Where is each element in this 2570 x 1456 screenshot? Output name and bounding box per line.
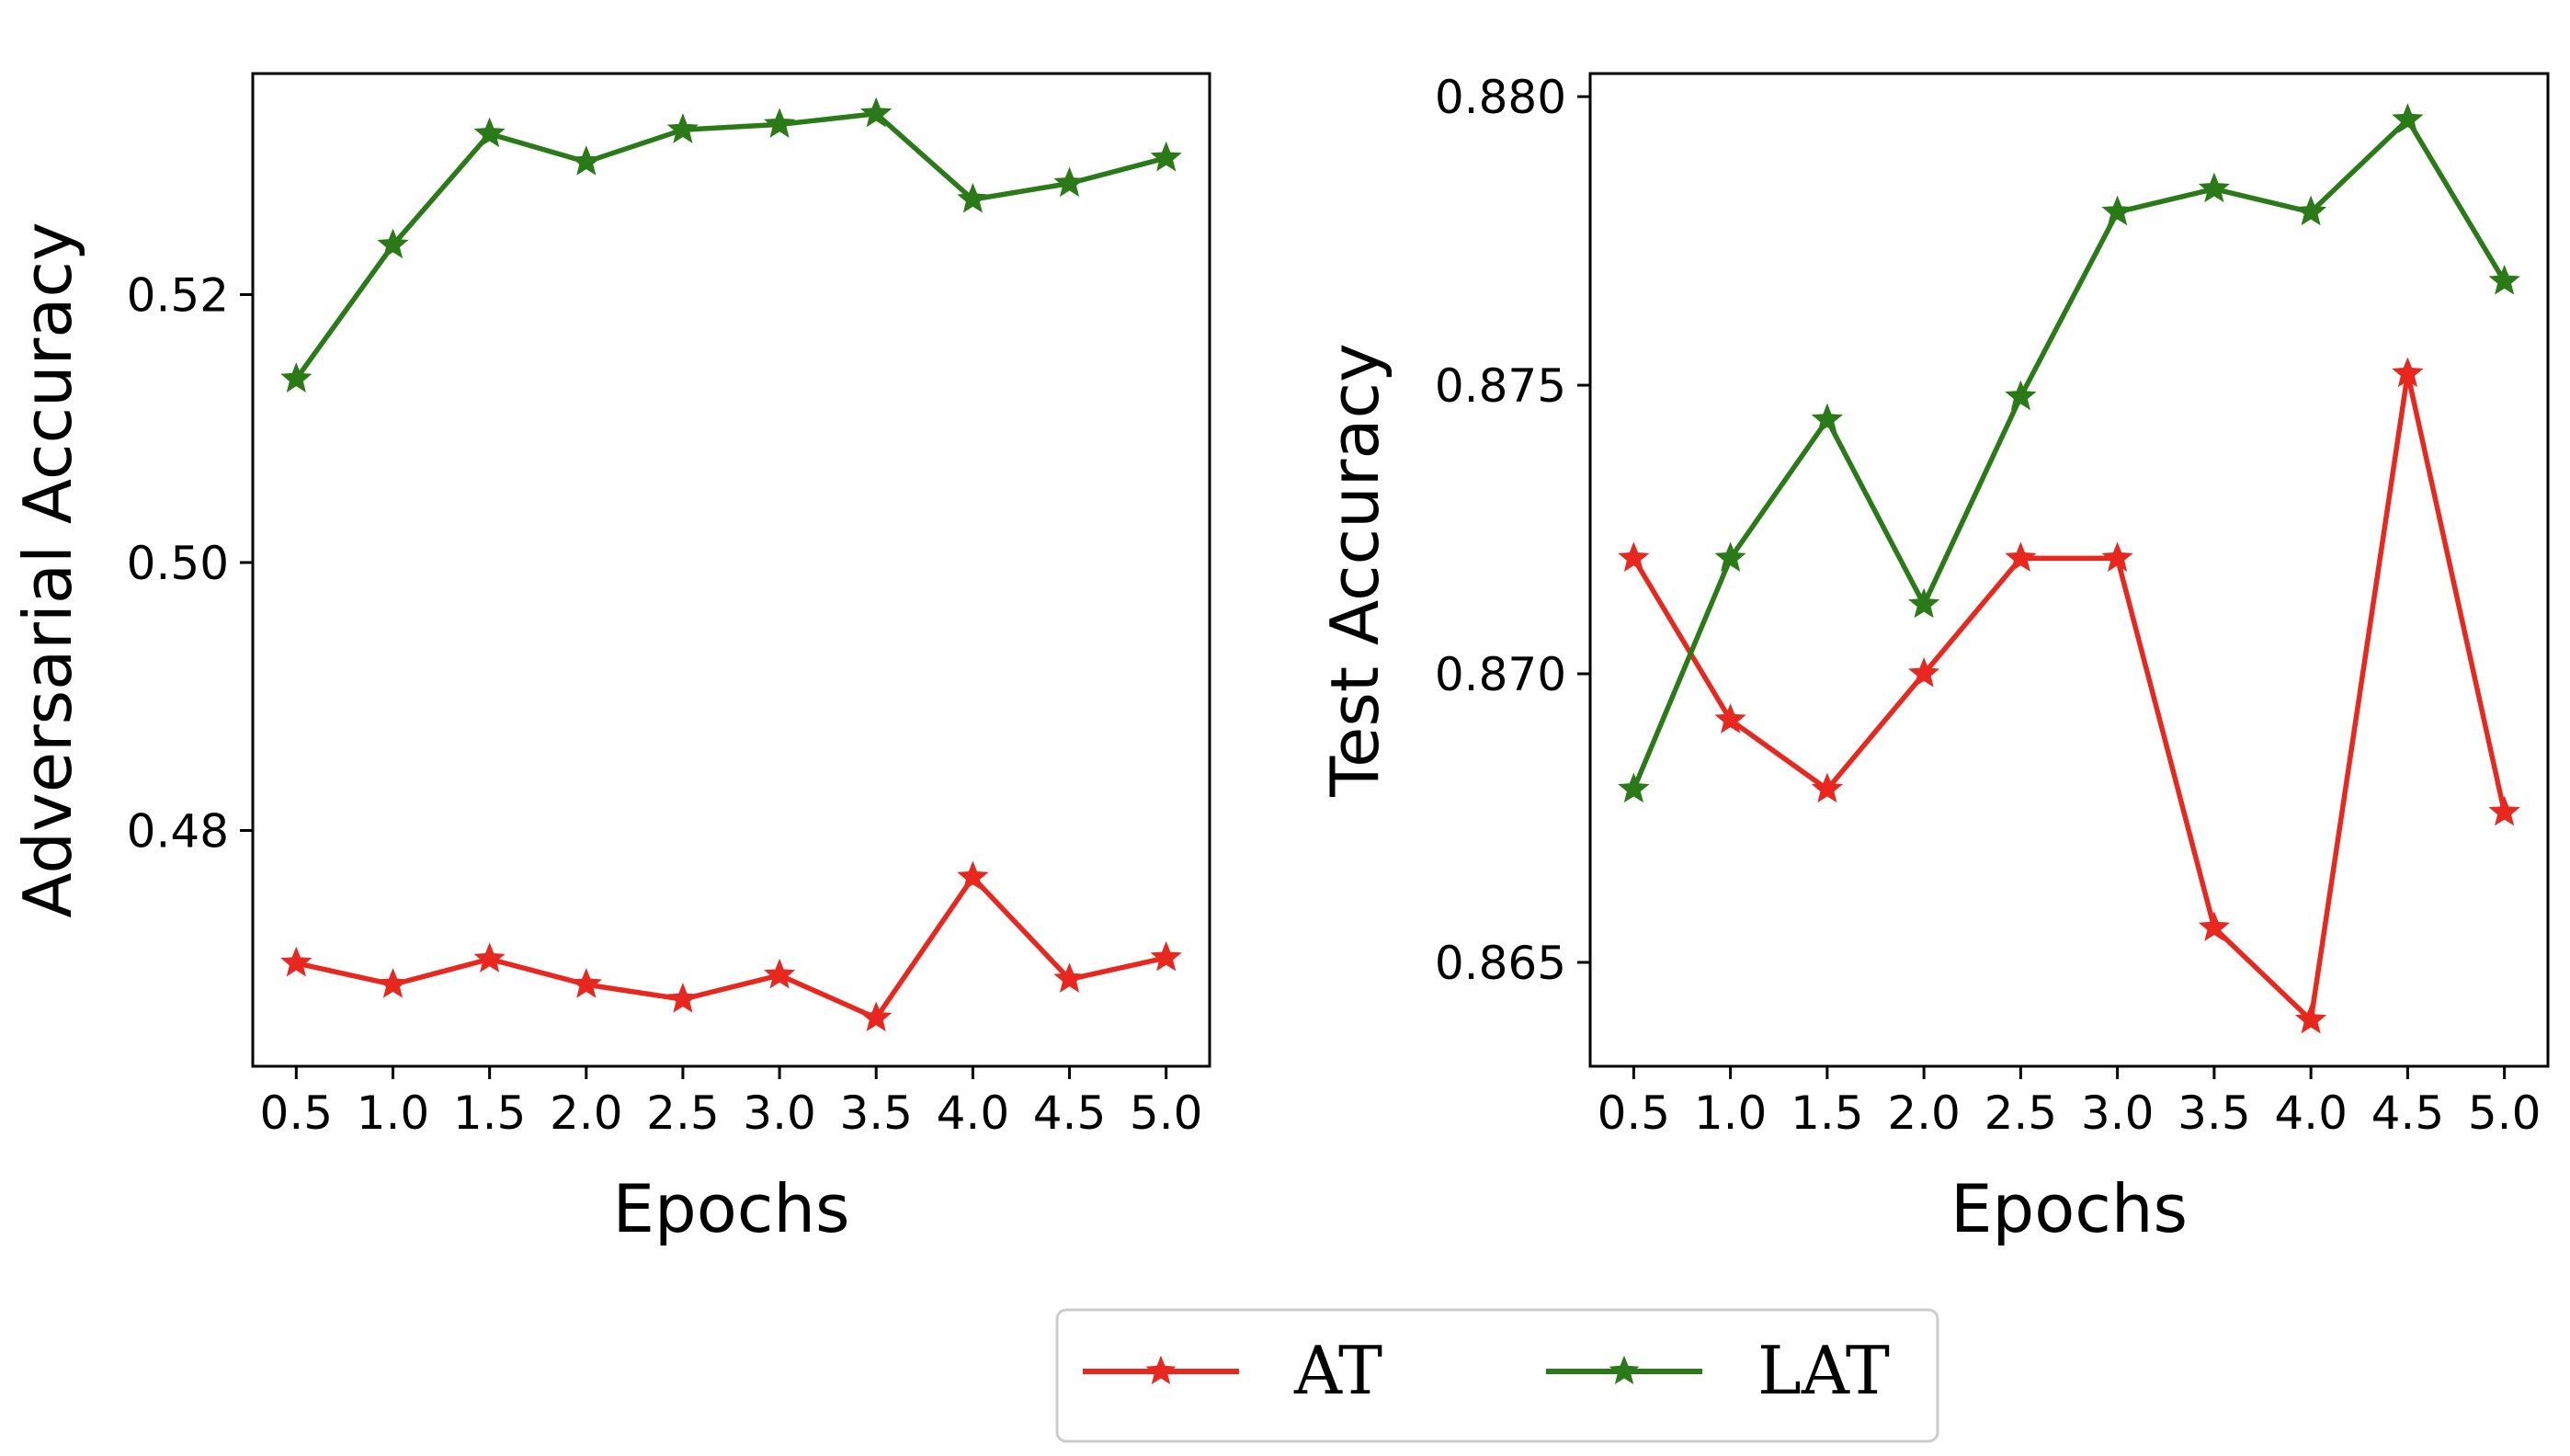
x-tick-label: 2.0 (550, 1086, 623, 1140)
x-tick-label: 4.0 (2274, 1086, 2348, 1140)
y-axis-label: Test Accuracy (1316, 343, 1393, 797)
x-tick-label: 3.5 (839, 1086, 913, 1140)
data-point-lat (1714, 541, 1746, 573)
data-point-at (2392, 357, 2424, 388)
data-point-lat (1053, 166, 1086, 198)
y-tick-label: 0.48 (127, 804, 229, 858)
series-line-at (295, 874, 1167, 1021)
data-point-lat (860, 97, 893, 128)
data-point-lat (377, 228, 409, 259)
legend-marker-at (1145, 1355, 1177, 1384)
series-line-lat (1631, 117, 2507, 791)
series-line-lat (294, 110, 1167, 381)
legend-item-at: AT (1083, 1332, 1382, 1409)
data-point-at (1714, 703, 1746, 734)
data-point-at (1150, 940, 1182, 972)
x-tick-label: 5.0 (1130, 1086, 1203, 1140)
x-tick-label: 1.0 (1694, 1086, 1768, 1140)
x-tick-label: 4.0 (937, 1086, 1010, 1140)
data-point-lat (280, 362, 313, 392)
x-tick-label: 1.0 (357, 1086, 430, 1140)
y-tick-label: 0.865 (1435, 937, 1566, 990)
x-tick-label: 5.0 (2468, 1086, 2542, 1140)
x-tick-label: 4.5 (1033, 1086, 1107, 1140)
x-tick-label: 2.5 (646, 1086, 720, 1140)
adversarial-accuracy-plot: 0.5 1.0 1.5 2.0 2.5 3.0 3.5 4.0 4.5 5.0 0.48 0.50 0.… (9, 72, 1211, 1247)
series-line-at (1632, 370, 2507, 1023)
x-tick-label: 2.0 (1887, 1086, 1961, 1140)
y-tick-label: 0.880 (1435, 71, 1566, 124)
axes-frame (251, 72, 1211, 1068)
data-point-lat (1618, 772, 1650, 803)
test-accuracy-plot: 0.5 1.0 1.5 2.0 2.5 3.0 3.5 4.0 4.5 5.0 0.865 0.870… (1316, 71, 2550, 1247)
data-point-lat (2488, 264, 2520, 295)
data-point-at (2198, 911, 2231, 941)
y-tick-label: 0.52 (127, 268, 229, 322)
data-point-lat (957, 182, 989, 213)
data-point-at (1618, 541, 1650, 573)
data-point-lat (570, 145, 602, 176)
data-point-at (2488, 795, 2520, 826)
data-point-at (1053, 962, 1086, 993)
x-axis-label: Epochs (613, 1170, 850, 1247)
data-point-at (763, 958, 796, 989)
data-point-lat (666, 113, 699, 143)
data-point-lat (1150, 141, 1182, 172)
legend: AT LAT (1055, 1308, 1939, 1443)
x-axis-label: Epochs (1950, 1170, 2188, 1247)
x-tick-label: 1.5 (1791, 1086, 1864, 1140)
data-point-at (473, 942, 506, 973)
data-point-at (860, 1001, 893, 1032)
x-tick-label: 1.5 (453, 1086, 527, 1140)
legend-marker-lat (1609, 1355, 1640, 1384)
data-point-lat (473, 117, 506, 148)
y-tick-label: 0.875 (1435, 359, 1566, 413)
data-point-at (957, 860, 989, 892)
legend-label-at: AT (1293, 1332, 1382, 1409)
data-point-lat (2101, 195, 2133, 226)
legend-frame (1055, 1308, 1939, 1443)
y-tick-label: 0.50 (127, 537, 229, 590)
x-tick-label: 0.5 (260, 1086, 334, 1140)
data-point-at (377, 968, 409, 998)
data-point-lat (2005, 380, 2037, 411)
legend-label-lat: LAT (1757, 1332, 1890, 1409)
data-point-at (1811, 772, 1844, 803)
data-point-at (666, 983, 699, 1013)
data-point-at (570, 968, 602, 998)
y-tick-label: 0.870 (1435, 648, 1566, 701)
x-tick-label: 3.5 (2178, 1086, 2251, 1140)
data-point-at (2101, 541, 2133, 573)
y-axis-label: Adversarial Accuracy (9, 222, 86, 917)
data-point-at (2005, 541, 2037, 573)
data-point-lat (2294, 195, 2327, 226)
legend-item-lat: LAT (1546, 1332, 1890, 1409)
data-point-lat (763, 108, 796, 138)
x-tick-label: 2.5 (1984, 1086, 2058, 1140)
data-point-at (2294, 1003, 2327, 1034)
x-tick-label: 3.0 (743, 1086, 816, 1140)
x-tick-label: 3.0 (2081, 1086, 2155, 1140)
data-point-lat (1907, 587, 1940, 619)
data-point-lat (2392, 103, 2424, 133)
x-tick-label: 0.5 (1598, 1086, 1671, 1140)
data-point-lat (2198, 172, 2231, 203)
x-tick-label: 4.5 (2371, 1086, 2445, 1140)
axes-frame (1588, 72, 2550, 1068)
data-point-lat (1811, 403, 1844, 434)
data-point-at (280, 946, 313, 977)
data-point-at (1907, 656, 1940, 688)
